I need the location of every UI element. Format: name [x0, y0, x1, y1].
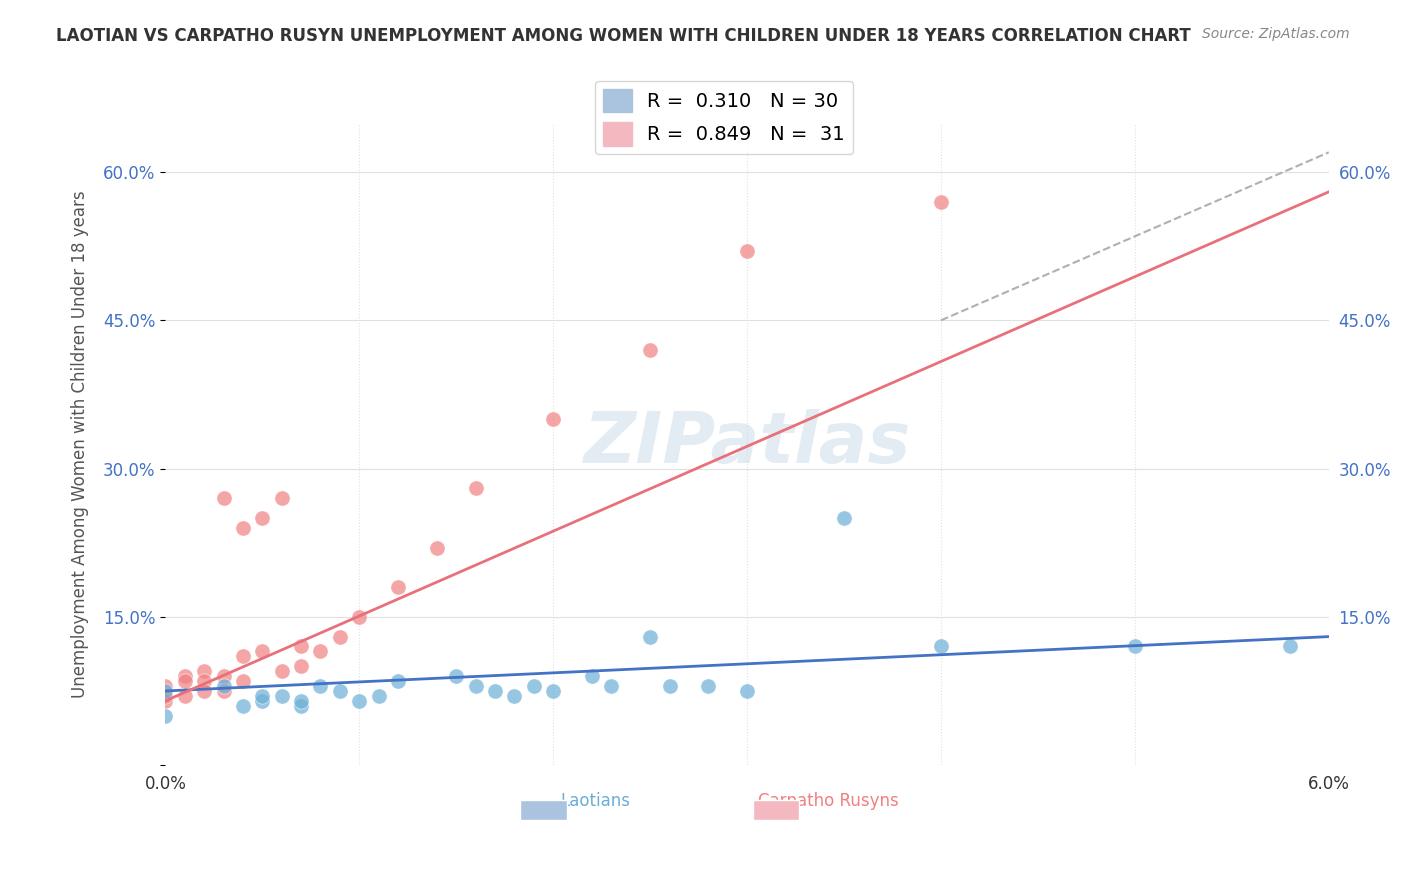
Point — [484, 684, 506, 698]
Text: Source: ZipAtlas.com: Source: ZipAtlas.com — [1202, 27, 1350, 41]
Point — [155, 679, 177, 693]
Point — [193, 674, 215, 689]
Text: LAOTIAN VS CARPATHO RUSYN UNEMPLOYMENT AMONG WOMEN WITH CHILDREN UNDER 18 YEARS : LAOTIAN VS CARPATHO RUSYN UNEMPLOYMENT A… — [56, 27, 1191, 45]
Point — [212, 679, 235, 693]
Point — [232, 698, 254, 713]
Point — [193, 664, 215, 678]
Point — [349, 694, 371, 708]
Point — [155, 694, 177, 708]
Point — [929, 640, 952, 654]
Point — [541, 412, 564, 426]
Point — [173, 689, 195, 703]
Text: Laotians: Laotians — [561, 792, 631, 810]
Point — [1278, 640, 1301, 654]
Point — [581, 669, 603, 683]
Point — [232, 521, 254, 535]
Point — [212, 491, 235, 506]
Point — [252, 689, 274, 703]
Point — [155, 689, 177, 703]
Point — [541, 684, 564, 698]
Point — [212, 669, 235, 683]
Point — [444, 669, 467, 683]
Text: Carpatho Rusyns: Carpatho Rusyns — [758, 792, 898, 810]
Point — [290, 659, 312, 673]
Point — [270, 664, 292, 678]
Point — [735, 684, 758, 698]
Point — [309, 644, 332, 658]
Point — [232, 649, 254, 664]
Point — [290, 640, 312, 654]
Y-axis label: Unemployment Among Women with Children Under 18 years: Unemployment Among Women with Children U… — [72, 190, 89, 698]
Point — [155, 708, 177, 723]
Point — [464, 481, 486, 495]
Point — [252, 644, 274, 658]
Point — [387, 674, 409, 689]
Text: ZIPatlas: ZIPatlas — [583, 409, 911, 478]
Point — [173, 674, 195, 689]
Point — [387, 580, 409, 594]
FancyBboxPatch shape — [520, 800, 567, 820]
Point — [290, 698, 312, 713]
Point — [252, 511, 274, 525]
Point — [832, 511, 855, 525]
Point — [426, 541, 449, 555]
Point — [638, 630, 661, 644]
Point — [252, 694, 274, 708]
Point — [309, 679, 332, 693]
Point — [193, 684, 215, 698]
Point — [638, 343, 661, 357]
Point — [464, 679, 486, 693]
Point — [329, 684, 352, 698]
Point — [155, 684, 177, 698]
Point — [929, 194, 952, 209]
Point — [600, 679, 623, 693]
Point — [329, 630, 352, 644]
Point — [697, 679, 720, 693]
Point — [503, 689, 526, 703]
Point — [735, 244, 758, 259]
Point — [173, 669, 195, 683]
Point — [658, 679, 681, 693]
Point — [270, 689, 292, 703]
FancyBboxPatch shape — [752, 800, 800, 820]
Point — [367, 689, 389, 703]
Point — [232, 674, 254, 689]
Point — [290, 694, 312, 708]
Point — [270, 491, 292, 506]
Point — [349, 610, 371, 624]
Point — [523, 679, 546, 693]
Point — [1123, 640, 1146, 654]
Legend: R =  0.310   N = 30, R =  0.849   N =  31: R = 0.310 N = 30, R = 0.849 N = 31 — [595, 81, 853, 153]
Point — [212, 684, 235, 698]
